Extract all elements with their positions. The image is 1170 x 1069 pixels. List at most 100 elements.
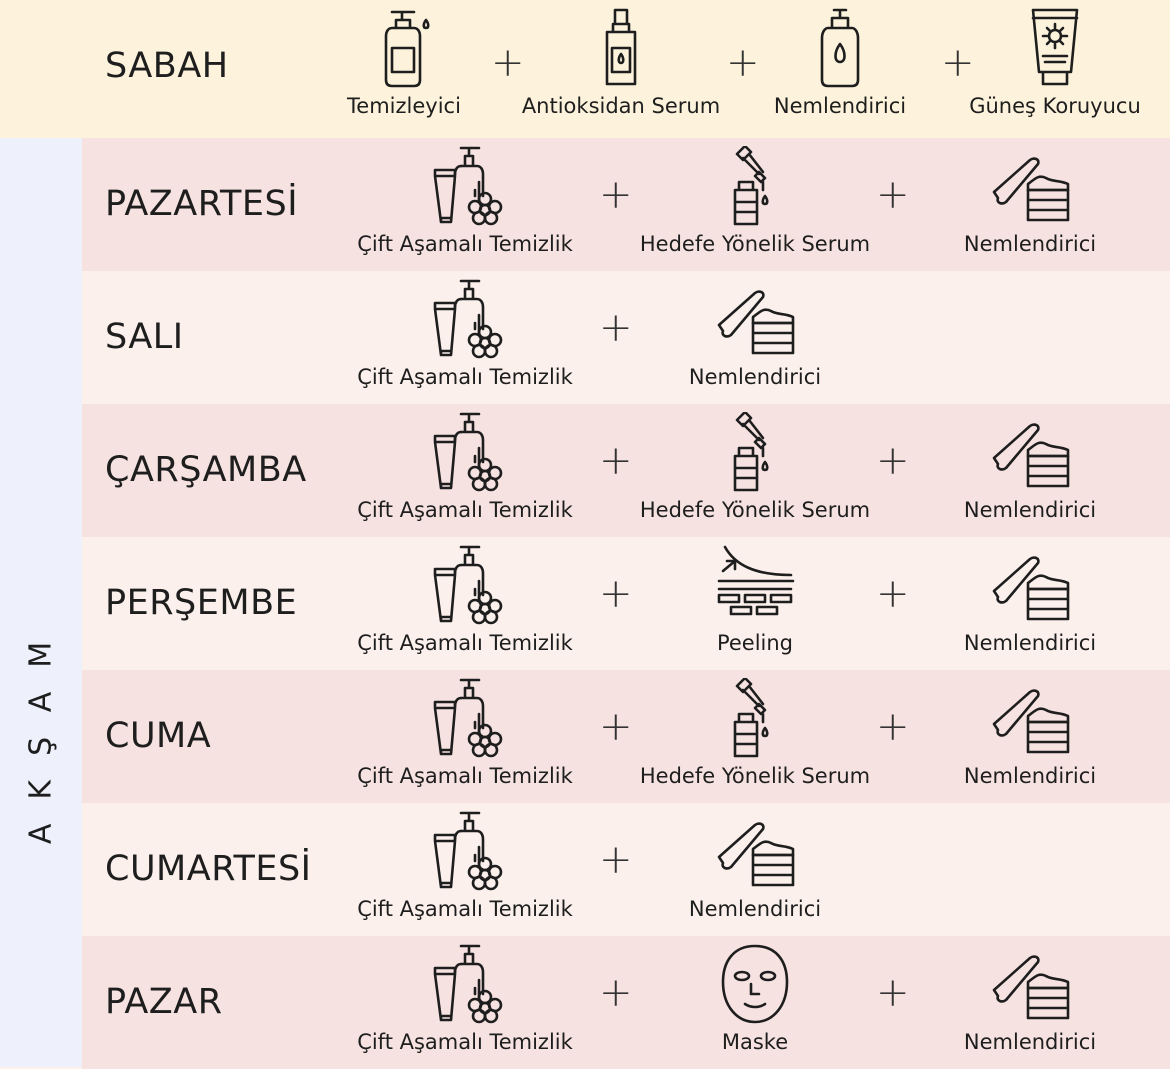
day-label: CUMA	[105, 716, 212, 756]
routine-step: Çift Aşamalı Temizlik	[335, 678, 595, 788]
routine-step: Nemlendirici	[900, 944, 1160, 1054]
step-label: Hedefe Yönelik Serum	[639, 764, 871, 788]
day-label: ÇARŞAMBA	[105, 450, 307, 490]
plus-icon: +	[599, 172, 633, 218]
routine-step: Nemlendirici	[900, 146, 1160, 256]
step-label: Nemlendirici	[963, 498, 1097, 522]
pump-bottle-icon	[364, 8, 444, 88]
cleanser-set-icon	[425, 545, 505, 625]
plus-icon: +	[876, 704, 910, 750]
routine-step: Hedefe Yönelik Serum	[625, 412, 885, 522]
routine-step: Hedefe Yönelik Serum	[625, 146, 885, 256]
evening-side-strip: AKŞAM	[0, 138, 82, 1067]
day-label: PAZAR	[105, 982, 223, 1022]
routine-step: Nemlendirici	[625, 811, 885, 921]
step-label: Çift Aşamalı Temizlik	[357, 498, 573, 522]
morning-label: SABAH	[105, 46, 229, 86]
morning-section	[0, 0, 1170, 138]
routine-step: Çift Aşamalı Temizlik	[335, 412, 595, 522]
step-label: Çift Aşamalı Temizlik	[357, 232, 573, 256]
routine-step: Nemlendirici	[710, 8, 970, 118]
cleanser-set-icon	[425, 678, 505, 758]
routine-step: Çift Aşamalı Temizlik	[335, 811, 595, 921]
sunscreen-tube-icon	[1015, 8, 1095, 88]
evening-label: AKŞAM	[23, 617, 59, 845]
plus-icon: +	[599, 438, 633, 484]
evening-row	[82, 803, 1170, 936]
peeling-icon	[715, 545, 795, 625]
routine-step: Güneş Koruyucu	[925, 8, 1170, 118]
serum-bottle-icon	[581, 8, 661, 88]
routine-step: Çift Aşamalı Temizlik	[335, 279, 595, 389]
plus-icon: +	[599, 571, 633, 617]
step-label: Nemlendirici	[688, 365, 822, 389]
plus-icon: +	[876, 571, 910, 617]
step-label: Çift Aşamalı Temizlik	[357, 764, 573, 788]
evening-row	[82, 670, 1170, 803]
evening-row	[82, 138, 1170, 271]
step-label: Peeling	[716, 631, 794, 655]
cleanser-set-icon	[425, 944, 505, 1024]
plus-icon: +	[941, 40, 975, 86]
routine-step: Çift Aşamalı Temizlik	[335, 545, 595, 655]
cleanser-set-icon	[425, 811, 505, 891]
plus-icon: +	[599, 837, 633, 883]
step-label: Hedefe Yönelik Serum	[639, 232, 871, 256]
plus-icon: +	[726, 40, 760, 86]
routine-step: Çift Aşamalı Temizlik	[335, 146, 595, 256]
dropper-serum-icon	[715, 146, 795, 226]
cleanser-set-icon	[425, 279, 505, 359]
day-label: PAZARTESİ	[105, 184, 299, 224]
routine-step: Hedefe Yönelik Serum	[625, 678, 885, 788]
plus-icon: +	[599, 305, 633, 351]
evening-row	[82, 936, 1170, 1069]
cleanser-set-icon	[425, 146, 505, 226]
step-label: Nemlendirici	[963, 232, 1097, 256]
routine-step: Antioksidan Serum	[491, 8, 751, 118]
dropper-serum-icon	[715, 412, 795, 492]
step-label: Temizleyici	[347, 94, 461, 118]
step-label: Maske	[721, 1030, 789, 1054]
plus-icon: +	[491, 40, 525, 86]
routine-step: Nemlendirici	[900, 678, 1160, 788]
day-label: SALI	[105, 317, 184, 357]
face-mask-icon	[715, 944, 795, 1024]
routine-step: Nemlendirici	[900, 545, 1160, 655]
cream-jar-icon	[990, 146, 1070, 226]
step-label: Çift Aşamalı Temizlik	[357, 365, 573, 389]
step-label: Güneş Koruyucu	[969, 94, 1141, 118]
cream-jar-icon	[715, 279, 795, 359]
routine-step: Nemlendirici	[900, 412, 1160, 522]
step-label: Çift Aşamalı Temizlik	[357, 631, 573, 655]
routine-step: Temizleyici	[274, 8, 534, 118]
cream-jar-icon	[990, 545, 1070, 625]
step-label: Çift Aşamalı Temizlik	[357, 1030, 573, 1054]
step-label: Çift Aşamalı Temizlik	[357, 897, 573, 921]
evening-row	[82, 271, 1170, 404]
day-label: PERŞEMBE	[105, 583, 298, 623]
routine-step: Çift Aşamalı Temizlik	[335, 944, 595, 1054]
cleanser-set-icon	[425, 412, 505, 492]
plus-icon: +	[599, 704, 633, 750]
step-label: Nemlendirici	[773, 94, 907, 118]
routine-step: Nemlendirici	[625, 279, 885, 389]
evening-row	[82, 404, 1170, 537]
cream-jar-icon	[990, 678, 1070, 758]
evening-row	[82, 537, 1170, 670]
step-label: Hedefe Yönelik Serum	[639, 498, 871, 522]
plus-icon: +	[876, 438, 910, 484]
step-label: Nemlendirici	[963, 631, 1097, 655]
step-label: Nemlendirici	[963, 1030, 1097, 1054]
routine-step: Maske	[625, 944, 885, 1054]
dropper-serum-icon	[715, 678, 795, 758]
plus-icon: +	[876, 172, 910, 218]
cream-jar-icon	[715, 811, 795, 891]
step-label: Antioksidan Serum	[521, 94, 721, 118]
step-label: Nemlendirici	[688, 897, 822, 921]
plus-icon: +	[599, 970, 633, 1016]
day-label: CUMARTESİ	[105, 849, 312, 889]
routine-step: Peeling	[625, 545, 885, 655]
plus-icon: +	[876, 970, 910, 1016]
step-label: Nemlendirici	[963, 764, 1097, 788]
cream-jar-icon	[990, 944, 1070, 1024]
